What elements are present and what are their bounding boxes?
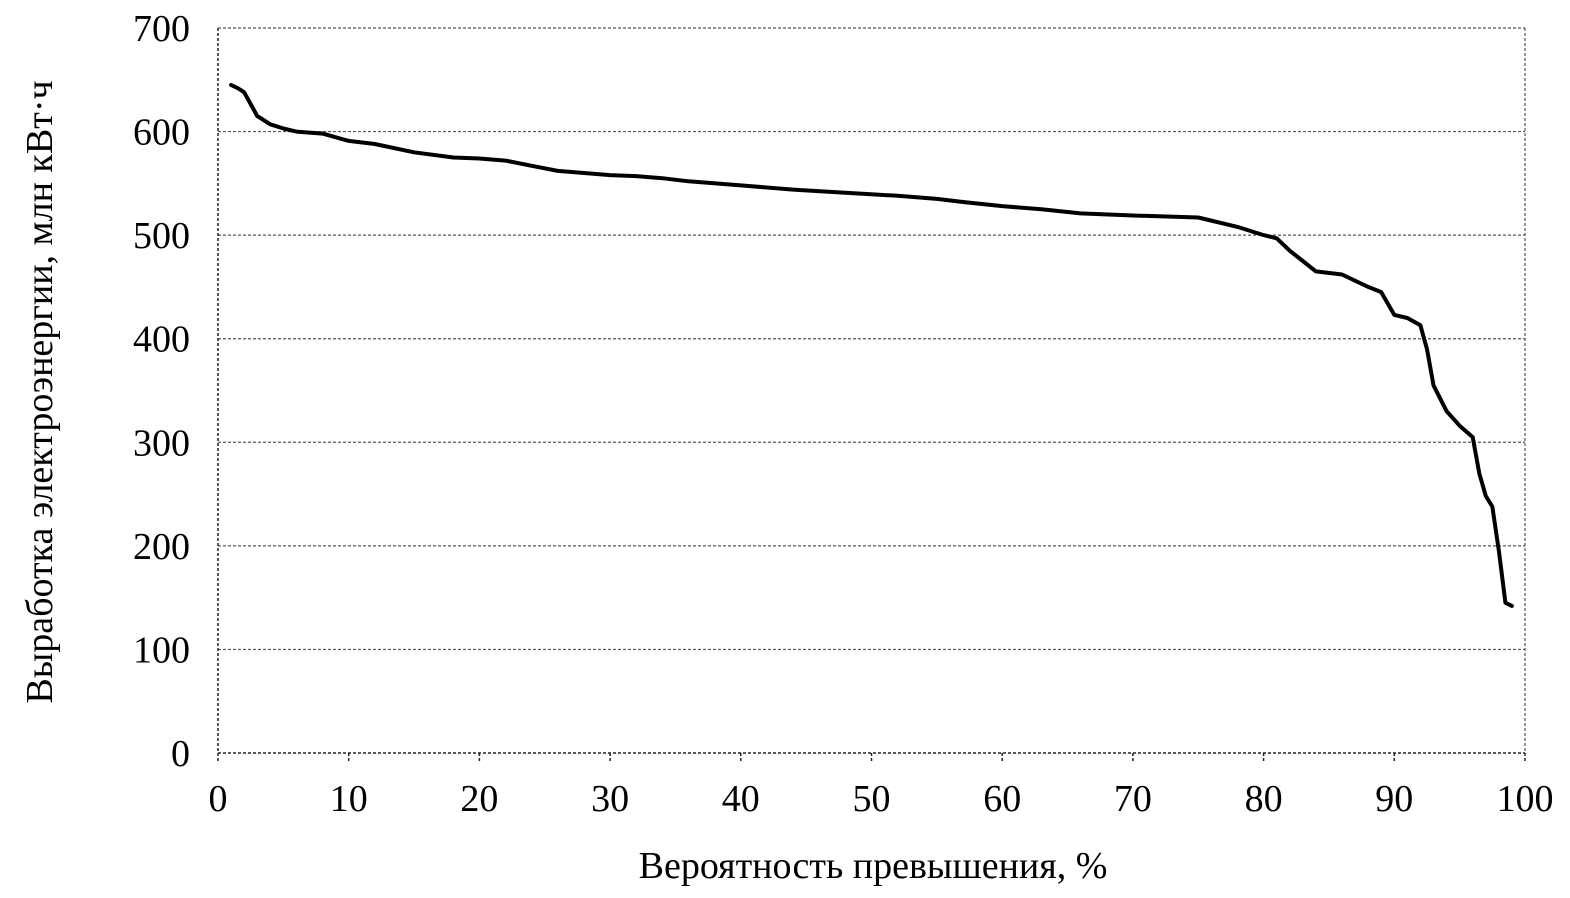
- plot-axes: [217, 28, 1526, 754]
- y-tick-label: 100: [133, 629, 190, 671]
- x-tick-label: 60: [983, 778, 1021, 820]
- x-tick-labels: 0 10 20 30 40 50 60 70 80 90 100: [209, 778, 1554, 820]
- series-line: [229, 83, 1514, 608]
- x-gridlines: [217, 753, 1526, 763]
- x-tick-label: 10: [330, 778, 368, 820]
- y-tick-label: 700: [133, 8, 190, 50]
- x-tick-label: 80: [1245, 778, 1283, 820]
- y-tick-label: 200: [133, 526, 190, 568]
- y-tick-labels: 0 100 200 300 400 500 600 700: [133, 8, 190, 775]
- y-tick-label: 600: [133, 112, 190, 154]
- x-tick-label: 100: [1497, 778, 1554, 820]
- x-tick-label: 30: [591, 778, 629, 820]
- y-gridlines: [218, 27, 1525, 651]
- y-tick-label: 500: [133, 215, 190, 257]
- y-tick-label: 400: [133, 319, 190, 361]
- y-tick-label: 300: [133, 422, 190, 464]
- y-axis-title: Выработка электроэнергии, млн кВт·ч: [19, 80, 61, 703]
- x-tick-label: 40: [722, 778, 760, 820]
- series-group: [229, 83, 1514, 608]
- x-axis-title: Вероятность превышения, %: [639, 845, 1108, 887]
- x-tick-label: 70: [1114, 778, 1152, 820]
- x-tick-label: 50: [853, 778, 891, 820]
- x-tick-label: 20: [460, 778, 498, 820]
- x-tick-label: 0: [209, 778, 228, 820]
- x-tick-label: 90: [1375, 778, 1413, 820]
- y-tick-label: 0: [171, 733, 190, 775]
